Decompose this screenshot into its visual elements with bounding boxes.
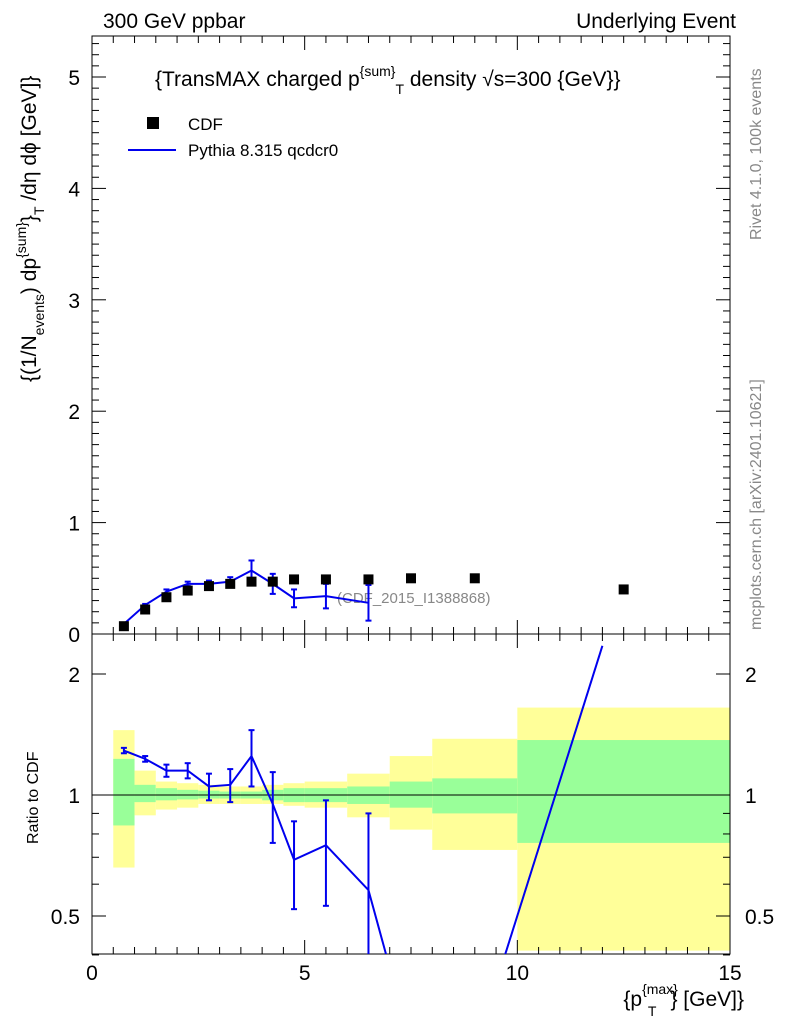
mcplots-label: mcplots.cern.ch [arXiv:2401.10621]: [748, 379, 765, 630]
ratio-clip-group: [120, 645, 604, 954]
main-ytick-label: 1: [68, 513, 80, 536]
legend-cdf-marker: [147, 117, 159, 129]
ratio-uncertainty-bands: [113, 707, 730, 951]
cdf-point: [182, 585, 193, 596]
cdf-point: [289, 574, 300, 585]
legend-pythia-label: Pythia 8.315 qcdcr0: [188, 141, 338, 160]
pythia-line: [123, 569, 369, 625]
main-ylabel: {(1/Nevents) dp{sum}}T /dη dϕ [GeV]}: [13, 76, 47, 382]
header-left: 300 GeV ppbar: [103, 10, 245, 33]
analysis-id: (CDF_2015_I1388868): [337, 590, 490, 607]
cdf-point: [246, 576, 257, 587]
ratio-pythia-line: [504, 645, 604, 954]
cdf-point: [406, 573, 416, 584]
x-tick-label: 10: [506, 962, 529, 985]
rivet-label: Rivet 4.1.0, 100k events: [748, 68, 765, 240]
ratio-ytick-label-right: 0.5: [745, 906, 774, 929]
ratio-ytick-label: 2: [68, 664, 80, 687]
ratio-data-marks: [120, 645, 604, 954]
band-stat: [432, 778, 518, 814]
band-stat: [517, 740, 730, 843]
main-ytick-label: 3: [68, 290, 80, 313]
cdf-point: [203, 581, 214, 592]
main-ytick-label: 0: [68, 624, 80, 647]
chart-title: {TransMAX charged p{sum}T density √s=300…: [155, 63, 621, 97]
legend-cdf-label: CDF: [188, 115, 223, 134]
x-tick-label: 0: [86, 962, 98, 985]
cdf-point: [320, 574, 331, 585]
cdf-point: [118, 621, 129, 632]
main-ytick-label: 4: [68, 178, 80, 201]
cdf-point: [363, 574, 374, 585]
ratio-ytick-label: 1: [68, 785, 80, 808]
x-tick-label: 5: [299, 962, 311, 985]
main-ytick-label: 2: [68, 401, 80, 424]
main-data-marks: [118, 559, 629, 632]
header-right: Underlying Event: [576, 10, 736, 33]
cdf-point: [618, 584, 629, 595]
ratio-ytick-label-right: 2: [745, 664, 757, 687]
ratio-axis-ticks: 0.5 0.5 1 1 2 2 0 5 10 15: [51, 634, 774, 985]
cdf-point: [161, 592, 172, 603]
cdf-point: [267, 576, 278, 587]
cdf-point: [225, 578, 236, 589]
cdf-point: [140, 604, 151, 615]
x-axis-label: {p{max} T} [GeV]}: [623, 981, 744, 1019]
ratio-ytick-label-right: 1: [745, 785, 757, 808]
band-stat: [113, 758, 135, 826]
band-stat: [134, 784, 156, 803]
cdf-point: [469, 573, 480, 584]
band-stat: [155, 788, 178, 801]
main-axis-ticks: 0 1 2 3 4 5: [68, 36, 731, 647]
ratio-ytick-label: 0.5: [51, 906, 80, 929]
x-tick-label: 15: [718, 962, 741, 985]
ratio-pythia-line: [123, 749, 387, 954]
main-ytick-label: 5: [68, 67, 80, 90]
ratio-ylabel: Ratio to CDF: [25, 751, 42, 844]
